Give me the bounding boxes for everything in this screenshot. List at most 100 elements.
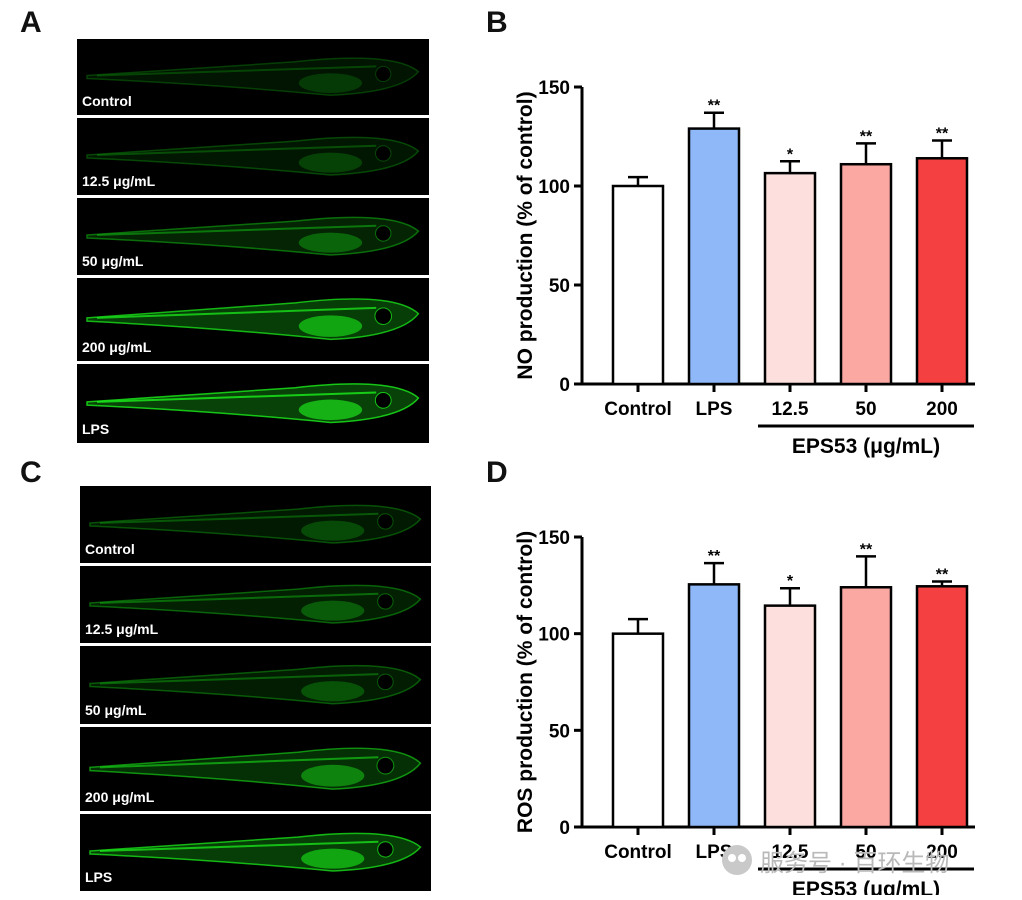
zebrafish-image-c-3: 200 μg/mL bbox=[80, 727, 431, 811]
significance-label: ** bbox=[860, 128, 873, 145]
significance-label: ** bbox=[936, 125, 949, 142]
fish-silhouette bbox=[89, 504, 422, 544]
fish-spine bbox=[96, 224, 377, 236]
zebrafish-image-a-2: 50 μg/mL bbox=[77, 198, 429, 275]
fish-spine bbox=[99, 592, 379, 604]
fish-silhouette bbox=[86, 383, 420, 424]
significance-label: ** bbox=[708, 98, 721, 115]
significance-label: ** bbox=[936, 566, 949, 583]
fish-silhouette bbox=[86, 136, 420, 176]
x-tick-label: Control bbox=[604, 842, 672, 863]
image-label: 12.5 μg/mL bbox=[85, 621, 159, 637]
fish-eye bbox=[377, 593, 394, 610]
fish-gut bbox=[298, 399, 363, 421]
fish-body bbox=[89, 747, 422, 790]
fish-body bbox=[86, 298, 420, 341]
fish-body bbox=[86, 383, 420, 424]
y-tick-label: 150 bbox=[538, 528, 570, 549]
y-tick-label: 100 bbox=[538, 177, 570, 198]
x-tick-label: 200 bbox=[926, 399, 958, 420]
bar bbox=[611, 632, 665, 829]
fish-gut bbox=[298, 232, 363, 253]
significance-label: ** bbox=[708, 548, 721, 565]
zebrafish-image-c-0: Control bbox=[80, 486, 431, 563]
fish-spine bbox=[99, 840, 379, 852]
fish-silhouette bbox=[89, 747, 422, 790]
fish-eye bbox=[375, 225, 392, 242]
significance-label: * bbox=[787, 146, 794, 163]
bar bbox=[763, 171, 817, 386]
x-tick-label: 50 bbox=[855, 399, 876, 420]
image-label: LPS bbox=[85, 869, 113, 885]
fish-body bbox=[89, 832, 422, 872]
image-label: Control bbox=[82, 93, 132, 109]
watermark: 服务号 · 百环生物 bbox=[722, 840, 1012, 880]
fish-eye bbox=[374, 391, 392, 409]
bar bbox=[915, 585, 969, 829]
panel-letter-c: C bbox=[20, 456, 42, 489]
y-tick-label: 150 bbox=[538, 78, 570, 99]
fish-gut bbox=[298, 73, 363, 93]
fish-spine bbox=[96, 306, 377, 319]
fish-eye bbox=[375, 65, 392, 83]
fish-gut bbox=[301, 681, 365, 702]
y-tick-label: 50 bbox=[549, 721, 570, 742]
zebrafish-image-c-1: 12.5 μg/mL bbox=[80, 566, 431, 643]
fish-spine bbox=[96, 65, 377, 77]
image-label: LPS bbox=[82, 421, 110, 437]
fish-body bbox=[89, 504, 422, 544]
bar bbox=[915, 157, 969, 386]
bar bbox=[839, 162, 893, 386]
fish-gut bbox=[298, 152, 363, 173]
group-label: EPS53 (μg/mL) bbox=[792, 878, 940, 895]
x-tick-label: 50 bbox=[855, 842, 876, 863]
zebrafish-image-a-1: 12.5 μg/mL bbox=[77, 118, 429, 195]
y-tick-label: 100 bbox=[538, 625, 570, 646]
image-label: 12.5 μg/mL bbox=[82, 173, 156, 189]
wechat-icon bbox=[722, 845, 752, 875]
fish-eye bbox=[376, 756, 395, 775]
fish-body bbox=[89, 584, 422, 624]
bar bbox=[687, 127, 741, 386]
fish-gut bbox=[301, 764, 365, 787]
bar bbox=[763, 604, 817, 829]
zebrafish-image-c-2: 50 μg/mL bbox=[80, 646, 431, 724]
fish-gut bbox=[301, 520, 365, 541]
image-label: 50 μg/mL bbox=[82, 253, 144, 269]
y-axis-label: ROS production (% of control) bbox=[514, 531, 537, 833]
fish-silhouette bbox=[86, 298, 420, 341]
fish-silhouette bbox=[89, 584, 422, 624]
image-label: Control bbox=[85, 541, 135, 557]
zebrafish-image-a-3: 200 μg/mL bbox=[77, 278, 429, 361]
panel-letter-a: A bbox=[20, 6, 42, 39]
y-axis-label: NO production (% of control) bbox=[514, 91, 537, 379]
zebrafish-image-c-4: LPS bbox=[80, 814, 431, 891]
zebrafish-image-a-0: Control bbox=[77, 39, 429, 115]
y-tick-label: 0 bbox=[559, 375, 570, 396]
fish-gut bbox=[298, 315, 363, 337]
fish-eye bbox=[375, 145, 392, 162]
fish-eye bbox=[377, 673, 394, 691]
fish-body bbox=[86, 57, 420, 96]
bar bbox=[839, 586, 893, 829]
x-tick-label: LPS bbox=[696, 399, 733, 420]
significance-label: * bbox=[787, 573, 794, 590]
fish-spine bbox=[96, 391, 377, 403]
fish-eye bbox=[377, 513, 394, 530]
fish-spine bbox=[96, 144, 377, 156]
fish-silhouette bbox=[86, 216, 420, 256]
fish-body bbox=[89, 664, 422, 705]
group-label: EPS53 (μg/mL) bbox=[792, 435, 940, 458]
image-label: 50 μg/mL bbox=[85, 702, 147, 718]
panel-letter-d: D bbox=[486, 456, 508, 489]
watermark-text: 服务号 · 百环生物 bbox=[760, 849, 950, 877]
fish-silhouette bbox=[89, 832, 422, 872]
zebrafish-image-a-4: LPS bbox=[77, 364, 429, 443]
image-label: 200 μg/mL bbox=[82, 339, 152, 355]
panel-letter-b: B bbox=[486, 6, 508, 39]
bar bbox=[611, 184, 665, 386]
significance-label: ** bbox=[860, 541, 873, 558]
fish-eye bbox=[377, 841, 394, 858]
